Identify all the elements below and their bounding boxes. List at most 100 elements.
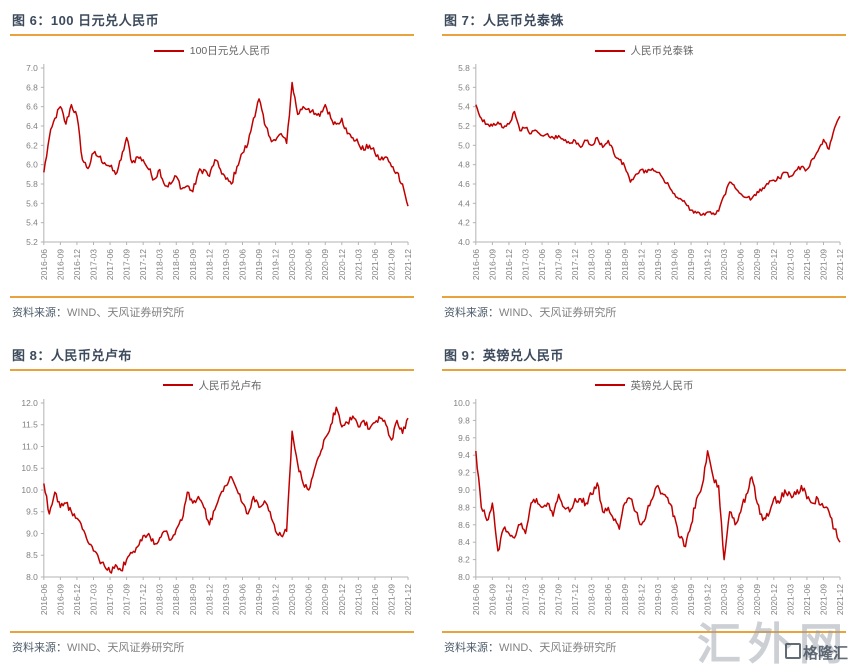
svg-text:9.8: 9.8 (458, 415, 470, 425)
svg-text:2019-09: 2019-09 (686, 249, 696, 280)
svg-text:2018-03: 2018-03 (587, 249, 597, 280)
svg-text:2016-06: 2016-06 (39, 583, 49, 614)
figure-panel-7: 图 7：人民币兑泰铢 人民币兑泰铢 4.0 4.2 4.4 4.6 4.8 5.0 5.2 5… (442, 8, 846, 329)
svg-text:2018-09: 2018-09 (620, 583, 630, 614)
svg-text:2016-09: 2016-09 (55, 583, 65, 614)
svg-text:2017-06: 2017-06 (105, 249, 115, 280)
svg-text:2019-12: 2019-12 (271, 583, 281, 614)
svg-text:2016-06: 2016-06 (471, 583, 481, 614)
svg-text:2021-06: 2021-06 (370, 583, 380, 614)
svg-text:8.2: 8.2 (458, 554, 470, 564)
svg-text:2017-12: 2017-12 (570, 583, 580, 614)
svg-text:9.2: 9.2 (458, 467, 470, 477)
svg-text:2017-06: 2017-06 (537, 249, 547, 280)
source-text: WIND、天风证券研究所 (67, 307, 185, 319)
svg-text:2021-03: 2021-03 (785, 249, 795, 280)
source-text: WIND、天风证券研究所 (499, 641, 617, 654)
svg-text:5.6: 5.6 (458, 82, 470, 92)
svg-text:2018-09: 2018-09 (620, 249, 630, 280)
svg-text:5.0: 5.0 (458, 140, 470, 150)
svg-text:2021-12: 2021-12 (835, 249, 845, 280)
svg-text:2016-12: 2016-12 (72, 249, 82, 280)
svg-text:2021-03: 2021-03 (353, 583, 363, 614)
svg-text:2018-12: 2018-12 (204, 583, 214, 614)
svg-text:4.8: 4.8 (458, 160, 470, 170)
figure-title: 图 7：人民币兑泰铢 (442, 8, 846, 36)
svg-text:2018-12: 2018-12 (636, 249, 646, 280)
svg-text:2019-03: 2019-03 (653, 249, 663, 280)
svg-text:11.0: 11.0 (22, 441, 38, 451)
svg-text:2016-12: 2016-12 (504, 583, 514, 614)
svg-text:10.0: 10.0 (453, 397, 470, 407)
svg-text:2021-09: 2021-09 (818, 583, 828, 614)
svg-text:2016-09: 2016-09 (55, 249, 65, 280)
svg-text:11.5: 11.5 (22, 419, 38, 429)
svg-text:9.0: 9.0 (458, 484, 470, 494)
svg-text:5.8: 5.8 (458, 63, 470, 73)
source-prefix: 资料来源： (444, 307, 499, 319)
svg-text:2016-09: 2016-09 (487, 583, 497, 614)
svg-text:2020-12: 2020-12 (337, 249, 347, 280)
svg-text:2019-06: 2019-06 (237, 249, 247, 280)
svg-text:12.0: 12.0 (21, 397, 38, 407)
svg-text:9.6: 9.6 (458, 432, 470, 442)
svg-text:2019-06: 2019-06 (669, 249, 679, 280)
svg-text:2017-06: 2017-06 (537, 583, 547, 614)
svg-text:9.0: 9.0 (26, 528, 38, 538)
svg-text:2018-03: 2018-03 (155, 583, 165, 614)
svg-text:2016-12: 2016-12 (72, 583, 82, 614)
svg-text:2018-06: 2018-06 (171, 249, 181, 280)
svg-text:2019-09: 2019-09 (254, 249, 264, 280)
svg-text:2021-06: 2021-06 (802, 583, 812, 614)
svg-text:2020-09: 2020-09 (752, 583, 762, 614)
svg-text:2020-06: 2020-06 (736, 249, 746, 280)
line-chart-jpy-cny: 5.2 5.4 5.6 5.8 6.0 6.2 6.4 6.6 6.8 7.0 2016-06 201… (26, 63, 413, 280)
svg-text:6.8: 6.8 (26, 82, 38, 92)
chart-legend: 100日元兑人民币 (10, 43, 414, 58)
svg-text:2017-06: 2017-06 (105, 583, 115, 614)
svg-text:5.4: 5.4 (26, 218, 38, 228)
svg-text:2017-09: 2017-09 (554, 249, 564, 280)
svg-text:2019-09: 2019-09 (254, 583, 264, 614)
svg-text:2021-09: 2021-09 (386, 583, 396, 614)
source-prefix: 资料来源： (444, 641, 499, 654)
svg-text:5.6: 5.6 (26, 198, 38, 208)
svg-text:2019-03: 2019-03 (653, 583, 663, 614)
svg-text:7.0: 7.0 (26, 63, 38, 73)
svg-text:8.6: 8.6 (458, 519, 470, 529)
svg-text:2020-09: 2020-09 (320, 583, 330, 614)
svg-text:10.5: 10.5 (21, 463, 38, 473)
legend-label: 人民币兑卢布 (198, 379, 262, 392)
svg-text:2020-03: 2020-03 (719, 249, 729, 280)
svg-text:2018-12: 2018-12 (204, 249, 214, 280)
line-chart-gbp-cny: 8.0 8.2 8.4 8.6 8.8 9.0 9.2 9.4 9.6 9.8 10.0 2016-0… (453, 397, 845, 614)
svg-text:5.2: 5.2 (458, 121, 470, 131)
figure-panel-8: 图 8：人民币兑卢布 人民币兑卢布 8.0 8.5 9.0 9.5 10.0 10.5 11… (10, 343, 414, 664)
figure-title: 图 9：英镑兑人民币 (442, 343, 846, 371)
svg-text:5.4: 5.4 (458, 102, 470, 112)
svg-text:4.2: 4.2 (458, 218, 470, 228)
svg-text:2020-12: 2020-12 (769, 249, 779, 280)
svg-text:5.8: 5.8 (26, 179, 38, 189)
svg-text:2016-06: 2016-06 (471, 249, 481, 280)
svg-text:2017-03: 2017-03 (521, 249, 531, 280)
svg-text:2020-12: 2020-12 (769, 583, 779, 614)
svg-text:2018-03: 2018-03 (587, 583, 597, 614)
svg-text:2021-09: 2021-09 (818, 249, 828, 280)
legend-line-swatch (162, 384, 193, 386)
svg-text:2020-06: 2020-06 (736, 583, 746, 614)
svg-text:2017-12: 2017-12 (138, 249, 148, 280)
svg-text:2018-09: 2018-09 (188, 249, 198, 280)
svg-text:2017-03: 2017-03 (89, 583, 99, 614)
svg-text:2018-12: 2018-12 (636, 583, 646, 614)
svg-text:4.4: 4.4 (458, 198, 470, 208)
source-note: 资料来源：WIND、天风证券研究所 (10, 296, 414, 322)
svg-text:2019-06: 2019-06 (237, 583, 247, 614)
svg-text:2018-06: 2018-06 (171, 583, 181, 614)
source-text: WIND、天风证券研究所 (67, 641, 185, 654)
svg-text:2020-06: 2020-06 (304, 249, 314, 280)
legend-label: 英镑兑人民币 (630, 379, 694, 392)
svg-text:2021-06: 2021-06 (802, 249, 812, 280)
svg-text:2017-03: 2017-03 (89, 249, 99, 280)
legend-label: 人民币兑泰铢 (630, 45, 694, 57)
